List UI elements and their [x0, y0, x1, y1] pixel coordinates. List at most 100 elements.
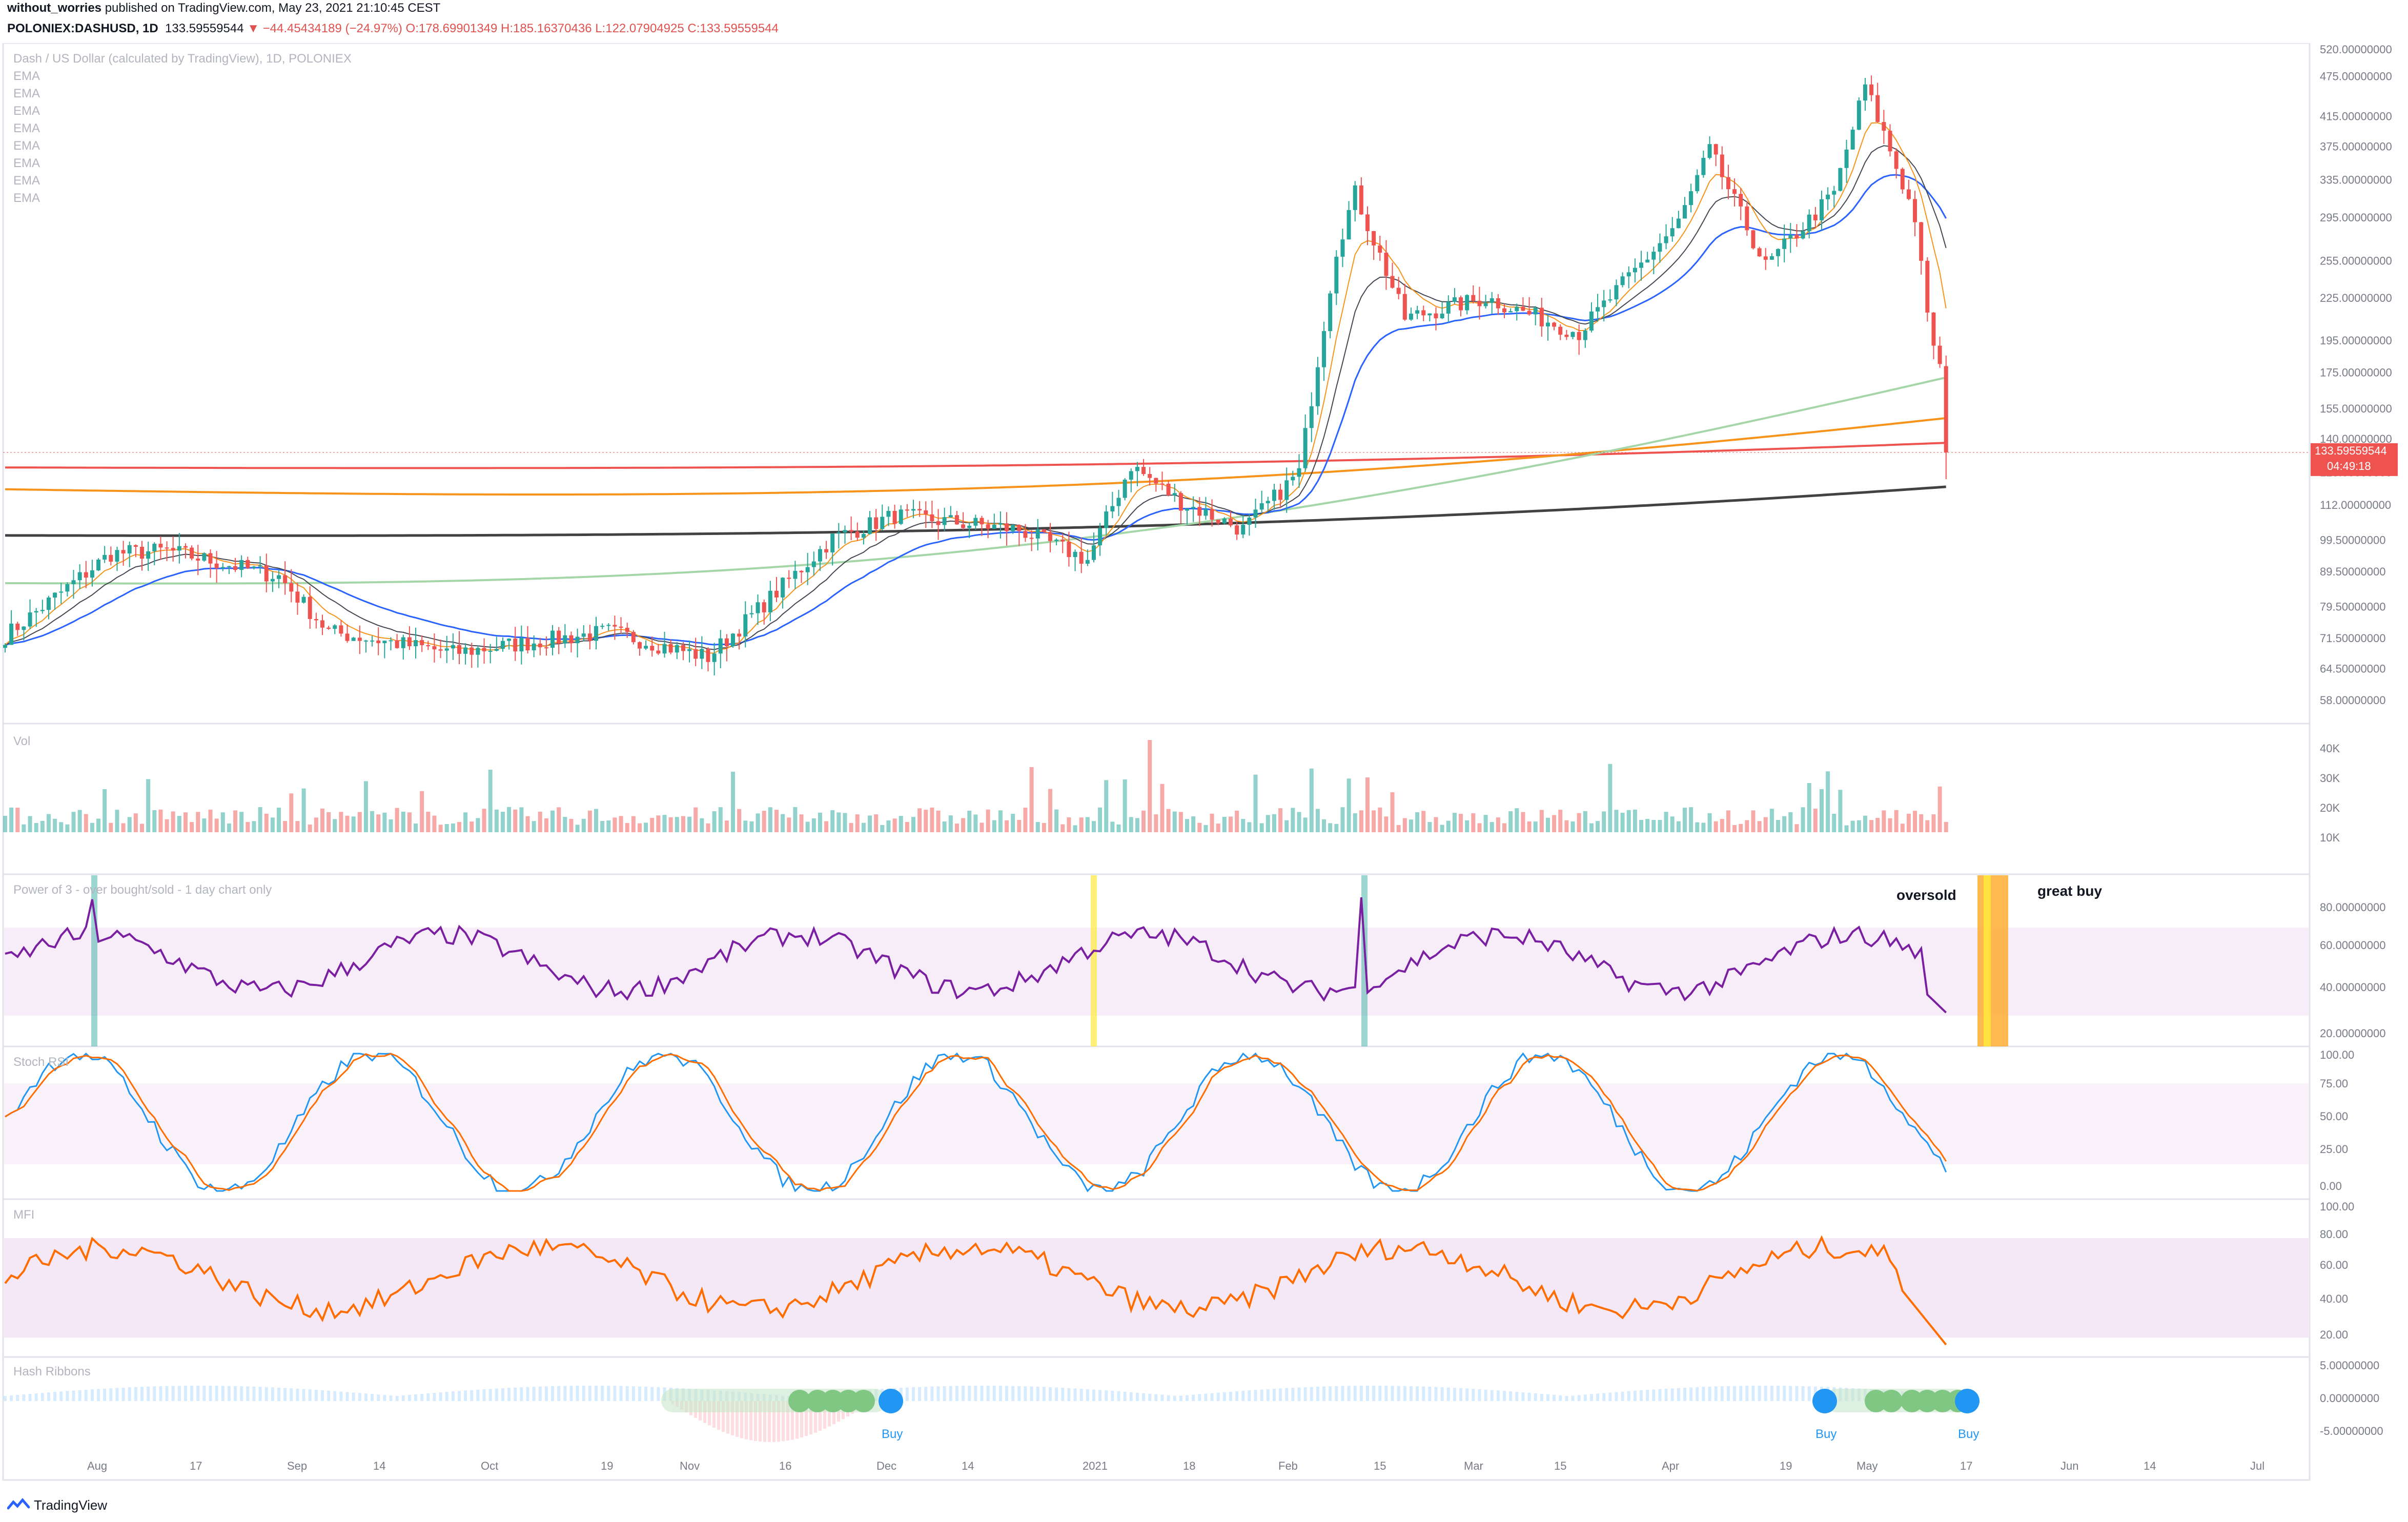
ribbon-histogram-bar	[1453, 1388, 1456, 1401]
ribbon-histogram-bar	[470, 1390, 474, 1401]
candle-body	[1309, 406, 1314, 428]
candle-body	[1166, 483, 1171, 496]
ribbon-histogram-bar	[1135, 1392, 1139, 1401]
ribbon-histogram-bar	[1167, 1395, 1170, 1401]
candle-body	[587, 633, 592, 641]
last-price: 133.59559544	[165, 22, 244, 35]
volume-bar	[1160, 784, 1165, 832]
volume-bar	[382, 812, 387, 832]
volume-bar	[731, 771, 736, 832]
ribbon-histogram-bar	[1534, 1393, 1537, 1401]
ribbon-histogram-bar	[1515, 1391, 1519, 1401]
volume-bar	[370, 811, 375, 832]
ribbon-histogram-bar	[177, 1386, 181, 1401]
candle-body	[84, 572, 88, 578]
volume-bar	[357, 812, 362, 832]
trading-chart[interactable]: oversold great buy Buy Buy Buy Dash / US Do…	[0, 43, 2408, 1491]
volume-bar	[1726, 810, 1730, 832]
candle-body	[1129, 471, 1133, 480]
volume-bar	[644, 822, 648, 832]
ohlc-values: O:178.69901349 H:185.16370436 L:122.0790…	[405, 22, 779, 35]
candle-body	[1322, 331, 1327, 367]
price-axis-label: 79.50000000	[2320, 600, 2385, 613]
mfi-axis-label: 80.00	[2320, 1228, 2348, 1241]
volume-bar	[656, 815, 661, 832]
candle-body	[861, 534, 866, 538]
ribbon-histogram-bar	[1179, 1395, 1182, 1401]
footer-brand[interactable]: TradingView	[7, 1492, 107, 1518]
ribbon-histogram-bar	[1720, 1386, 1724, 1401]
ribbon-histogram-bar	[227, 1386, 231, 1401]
volume-bar	[1875, 817, 1880, 832]
volume-bar	[214, 818, 219, 832]
volume-bar	[1670, 816, 1675, 832]
candle-body	[1465, 295, 1470, 311]
candle-body	[631, 632, 636, 643]
ribbon-histogram-bar	[271, 1387, 274, 1401]
ribbon-neg-bar	[800, 1401, 803, 1437]
volume-bar	[874, 814, 879, 832]
candle-body	[277, 575, 281, 579]
volume-bar	[1552, 815, 1557, 832]
ribbon-neg-bar	[740, 1401, 743, 1438]
volume-bar	[1315, 809, 1320, 832]
volume-bar	[1807, 783, 1811, 832]
ribbon-histogram-bar	[314, 1390, 318, 1401]
candle-body	[1844, 149, 1849, 168]
ribbon-histogram-bar	[1154, 1394, 1158, 1401]
volume-bar	[668, 817, 673, 832]
candle-body	[1794, 235, 1799, 239]
volume-bar	[1216, 824, 1220, 832]
ribbon-histogram-bar	[1384, 1386, 1388, 1401]
ema-orange-slow-line	[5, 417, 1946, 496]
candle-body	[979, 518, 984, 525]
candle-body	[1913, 199, 1917, 222]
author-name[interactable]: without_worries	[7, 1, 102, 15]
stoch-pane	[3, 1052, 2310, 1192]
candle-body	[1645, 259, 1650, 263]
ribbon-histogram-bar	[1708, 1386, 1711, 1401]
ribbon-histogram-bar	[159, 1386, 162, 1401]
volume-bar	[1489, 822, 1494, 832]
candle-body	[1608, 299, 1613, 301]
volume-bar	[1820, 789, 1824, 832]
time-axis-label: Nov	[680, 1459, 700, 1472]
candle-body	[1372, 231, 1376, 246]
candle-body	[1869, 84, 1874, 95]
ribbons-axis-label: 5.00000000	[2320, 1359, 2379, 1372]
ribbon-histogram-bar	[283, 1388, 287, 1401]
stoch-axis-label: 0.00	[2320, 1180, 2342, 1192]
ema-blue-line	[5, 174, 1947, 646]
candle-body	[1508, 311, 1513, 313]
ribbon-histogram-bar	[514, 1387, 517, 1401]
candle-body	[308, 597, 312, 619]
candle-body	[1297, 468, 1301, 477]
candle-body	[986, 524, 990, 529]
candle-body	[1614, 285, 1619, 300]
candle-body	[781, 578, 785, 598]
candle-body	[1701, 158, 1706, 175]
ribbon-histogram-bar	[451, 1391, 455, 1401]
time-axis-label: Sep	[287, 1459, 307, 1472]
volume-bar	[1925, 820, 1930, 832]
ribbon-histogram-bar	[1496, 1390, 1500, 1401]
volume-bar	[849, 822, 853, 832]
candle-body	[1340, 239, 1345, 257]
candle-body	[202, 553, 207, 561]
ribbon-histogram-bar	[1105, 1390, 1108, 1401]
volume-bar	[1452, 813, 1457, 832]
volume-bar	[494, 809, 499, 832]
time-axis-label: 19	[601, 1459, 613, 1472]
candle-body	[954, 515, 959, 525]
candle-body	[1788, 235, 1793, 239]
great-buy-annotation: great buy	[2037, 883, 2102, 899]
power3-axis-label: 60.00000000	[2320, 939, 2385, 952]
great-buy-zone	[1977, 875, 2008, 1046]
candle-body	[146, 551, 151, 559]
ribbon-histogram-bar	[955, 1386, 958, 1401]
volume-bar	[77, 810, 82, 832]
candle-body	[1284, 480, 1289, 500]
volume-bar	[513, 809, 518, 832]
ribbon-histogram-bar	[1702, 1387, 1705, 1401]
candle-body	[500, 641, 505, 649]
